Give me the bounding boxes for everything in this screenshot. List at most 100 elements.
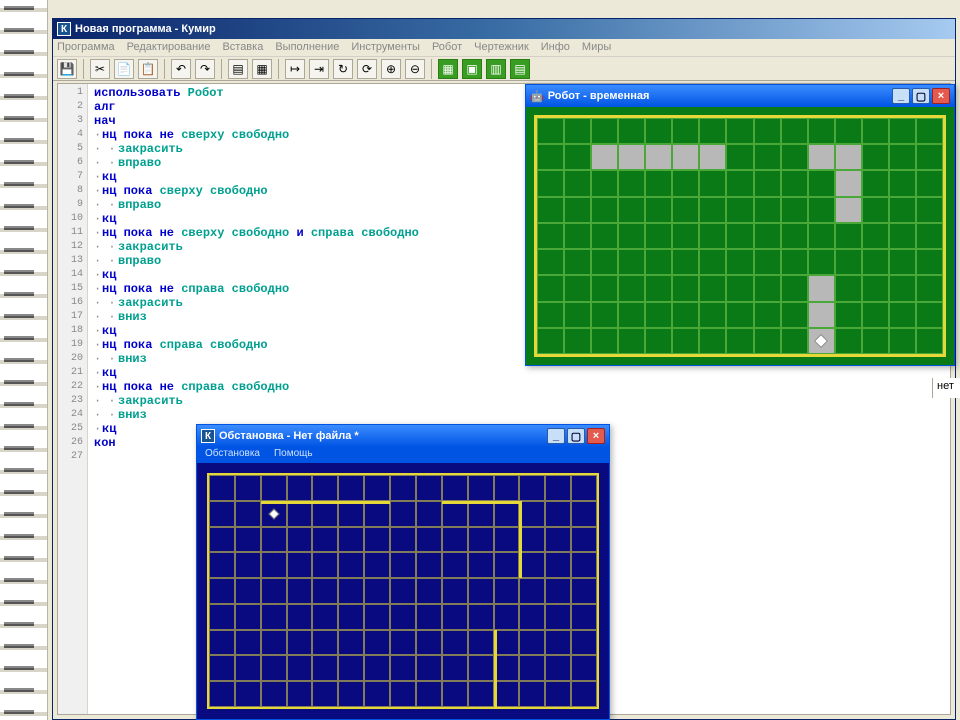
obst-cell[interactable] (338, 527, 364, 553)
obst-cell[interactable] (545, 655, 571, 681)
robot-cell[interactable] (672, 197, 699, 223)
robot-cell[interactable] (916, 302, 943, 328)
obst-titlebar[interactable]: К Обстановка - Нет файла * _ ▢ × (197, 425, 609, 447)
code-line[interactable]: ·кц (94, 366, 419, 380)
robot-cell[interactable] (835, 328, 862, 354)
robot-cell[interactable] (916, 249, 943, 275)
obst-cell[interactable] (312, 578, 338, 604)
obstanovka-window[interactable]: К Обстановка - Нет файла * _ ▢ × Обстано… (196, 424, 610, 720)
robot-cell[interactable] (699, 302, 726, 328)
obst-cell[interactable] (261, 552, 287, 578)
robot-cell[interactable] (645, 328, 672, 354)
obst-cell[interactable] (364, 475, 390, 501)
obst-cell[interactable] (312, 655, 338, 681)
robot-cell[interactable] (699, 118, 726, 144)
robot-cell[interactable] (591, 328, 618, 354)
obst-cell[interactable] (312, 475, 338, 501)
robot-cell[interactable] (672, 223, 699, 249)
obst-cell[interactable] (494, 501, 520, 527)
menu-инфо[interactable]: Инфо (541, 41, 570, 54)
obst-cell[interactable] (416, 527, 442, 553)
robot-cell[interactable] (564, 170, 591, 196)
robot-cell[interactable] (699, 275, 726, 301)
robot-cell[interactable] (726, 275, 753, 301)
menu-редактирование[interactable]: Редактирование (127, 41, 211, 54)
obst-cell[interactable] (235, 681, 261, 707)
robot-cell[interactable] (754, 223, 781, 249)
robot-cell[interactable] (672, 328, 699, 354)
code-line[interactable]: ·нц пока не справа свободно (94, 380, 419, 394)
cond1-icon[interactable]: ⊕ (381, 59, 401, 79)
robot-cell[interactable] (862, 118, 889, 144)
obst-cell[interactable] (235, 552, 261, 578)
code-line[interactable]: · ·закрасить (94, 296, 419, 310)
robot-cell[interactable] (591, 223, 618, 249)
obst-cell[interactable] (468, 475, 494, 501)
robot-cell[interactable] (645, 223, 672, 249)
menu-миры[interactable]: Миры (582, 41, 611, 54)
menu-инструменты[interactable]: Инструменты (351, 41, 420, 54)
obst-cell[interactable] (416, 630, 442, 656)
obst-cell[interactable] (519, 501, 545, 527)
robot-cell[interactable] (537, 302, 564, 328)
obst-cell[interactable] (235, 604, 261, 630)
robot-cell[interactable] (754, 144, 781, 170)
obst-menu-обстановка[interactable]: Обстановка (205, 448, 260, 462)
maximize-button[interactable]: ▢ (567, 428, 585, 444)
obst-cell[interactable] (312, 501, 338, 527)
obst-cell[interactable] (364, 501, 390, 527)
robot-cell[interactable] (781, 118, 808, 144)
robot-cell[interactable] (835, 118, 862, 144)
code-line[interactable]: · ·вправо (94, 156, 419, 170)
robot-cell[interactable] (564, 275, 591, 301)
obst-cell[interactable] (364, 578, 390, 604)
robot-cell[interactable] (835, 223, 862, 249)
robot-cell[interactable] (591, 249, 618, 275)
robot-cell[interactable] (537, 328, 564, 354)
obst-cell[interactable] (390, 630, 416, 656)
robot-cell[interactable] (862, 249, 889, 275)
obst-cell[interactable] (312, 604, 338, 630)
obst-cell[interactable] (287, 552, 313, 578)
obst-cell[interactable] (494, 630, 520, 656)
code-line[interactable]: · ·закрасить (94, 142, 419, 156)
obst-cell[interactable] (519, 552, 545, 578)
robot-cell[interactable] (889, 223, 916, 249)
obst-cell[interactable] (442, 578, 468, 604)
obst-cell[interactable] (235, 578, 261, 604)
obst-cell[interactable] (261, 527, 287, 553)
obst-cell[interactable] (442, 681, 468, 707)
robot-cell[interactable] (862, 197, 889, 223)
obst-cell[interactable] (494, 475, 520, 501)
robot-cell[interactable] (808, 197, 835, 223)
robot-cell[interactable] (537, 118, 564, 144)
robot-cell[interactable] (808, 249, 835, 275)
obst-cell[interactable] (312, 681, 338, 707)
robot-cell[interactable] (808, 118, 835, 144)
robot-cell[interactable] (916, 197, 943, 223)
robot-cell[interactable] (672, 118, 699, 144)
robot-cell[interactable] (618, 275, 645, 301)
robot-cell[interactable] (916, 275, 943, 301)
loop2-icon[interactable]: ⟳ (357, 59, 377, 79)
obst-cell[interactable] (209, 578, 235, 604)
menu-выполнение[interactable]: Выполнение (275, 41, 339, 54)
redo-icon[interactable]: ↷ (195, 59, 215, 79)
code-line[interactable]: · ·закрасить (94, 394, 419, 408)
robot-cell[interactable] (618, 223, 645, 249)
code-line[interactable]: · ·вправо (94, 254, 419, 268)
close-button[interactable]: × (587, 428, 605, 444)
obst-cell[interactable] (571, 655, 597, 681)
obst-cell[interactable] (571, 630, 597, 656)
robot-cell[interactable] (916, 144, 943, 170)
robot-cell[interactable] (781, 249, 808, 275)
robot-cell[interactable] (781, 302, 808, 328)
menu-программа[interactable]: Программа (57, 41, 115, 54)
robot-cell[interactable] (537, 249, 564, 275)
loop1-icon[interactable]: ↻ (333, 59, 353, 79)
obst-cell[interactable] (416, 501, 442, 527)
obst-cell[interactable] (338, 578, 364, 604)
robot-cell[interactable] (916, 118, 943, 144)
obst-cell[interactable] (519, 655, 545, 681)
menu-робот[interactable]: Робот (432, 41, 462, 54)
